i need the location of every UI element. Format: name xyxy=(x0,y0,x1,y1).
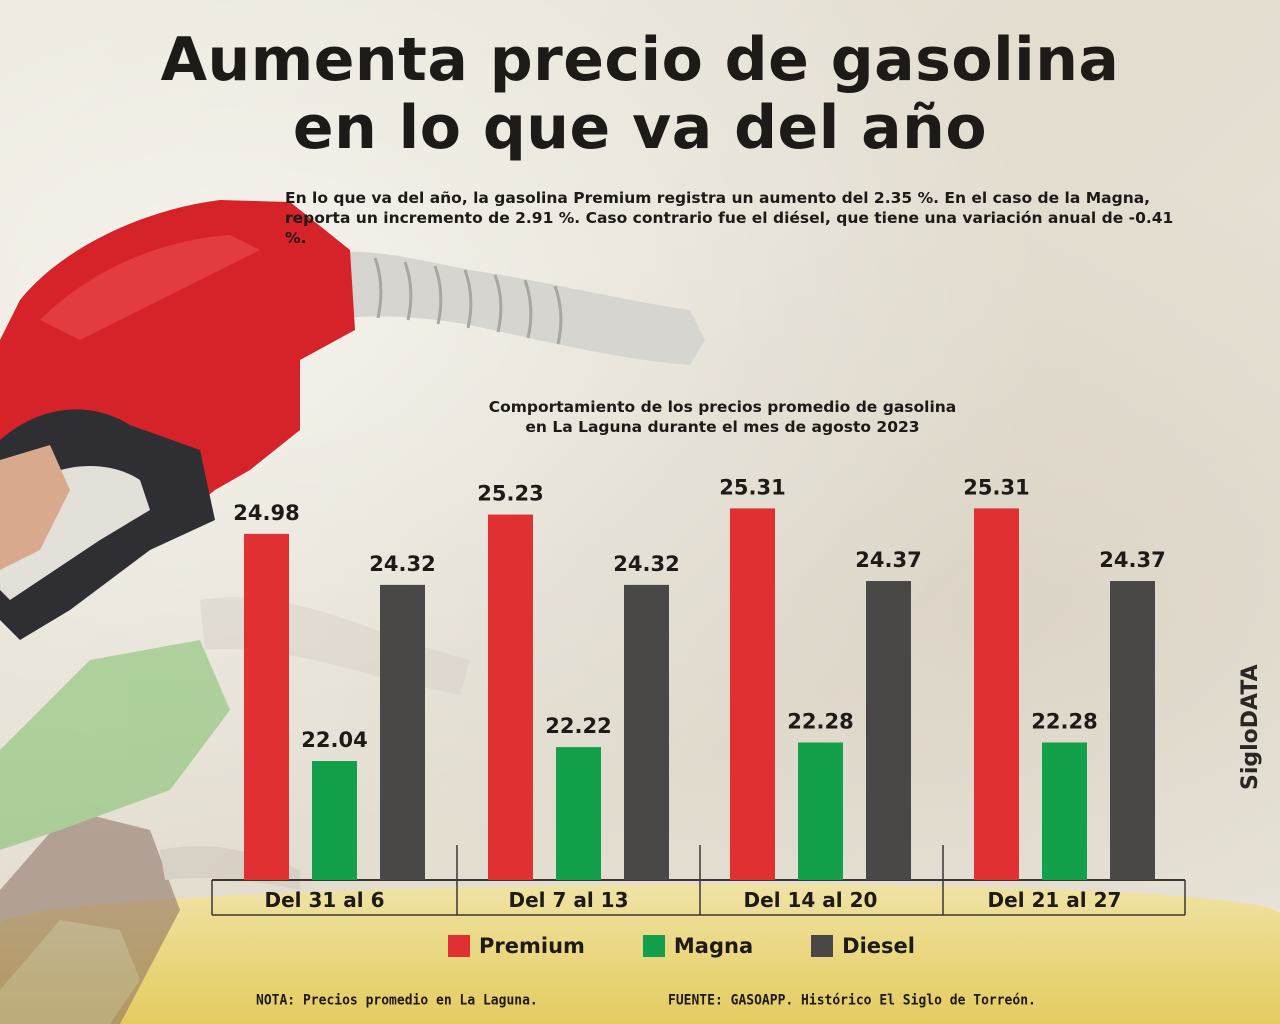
data-label-diesel-3: 24.37 xyxy=(1099,548,1165,572)
legend-label-magna: Magna xyxy=(673,934,754,958)
bar-premium-1 xyxy=(488,514,533,880)
data-label-diesel-0: 24.32 xyxy=(369,552,435,576)
bar-diesel-3 xyxy=(1110,581,1155,880)
footer-source: FUENTE: GASOAPP. Histórico El Siglo de T… xyxy=(668,992,1036,1009)
bar-magna-0 xyxy=(312,761,357,880)
bar-magna-2 xyxy=(798,742,843,880)
legend-item-premium: Premium xyxy=(448,934,585,958)
legend-swatch-diesel xyxy=(811,935,834,957)
fuel-nozzle-illustration xyxy=(0,200,705,1024)
legend-item-magna: Magna xyxy=(642,934,754,958)
data-label-premium-2: 25.31 xyxy=(719,475,785,499)
footer-note: NOTA: Precios promedio en La Laguna. xyxy=(256,992,538,1009)
category-label-3: Del 21 al 27 xyxy=(988,888,1122,912)
data-label-premium-1: 25.23 xyxy=(477,482,543,506)
brand-label: SigloDATA xyxy=(1238,664,1263,790)
bar-magna-3 xyxy=(1042,742,1087,880)
data-label-magna-1: 22.22 xyxy=(545,714,611,738)
chart-title-line-2: en La Laguna durante el mes de agosto 20… xyxy=(525,418,920,436)
data-label-magna-3: 22.28 xyxy=(1031,709,1097,733)
data-label-diesel-2: 24.37 xyxy=(855,548,921,572)
bar-diesel-2 xyxy=(866,581,911,880)
chart-title: Comportamiento de los precios promedio d… xyxy=(360,397,1085,437)
data-label-magna-0: 22.04 xyxy=(301,728,367,752)
headline-line-1: Aumenta precio de gasolina xyxy=(160,25,1120,95)
bar-premium-2 xyxy=(730,508,775,880)
bar-diesel-0 xyxy=(380,584,425,880)
legend-swatch-magna xyxy=(642,935,665,957)
chart-legend: Premium Magna Diesel xyxy=(448,934,915,958)
legend-item-diesel: Diesel xyxy=(811,934,915,958)
subtitle: En lo que va del año, la gasolina Premiu… xyxy=(285,189,1174,247)
category-label-1: Del 7 al 13 xyxy=(508,888,628,912)
sand-background xyxy=(0,884,1280,1024)
data-label-diesel-1: 24.32 xyxy=(613,552,679,576)
category-label-2: Del 14 al 20 xyxy=(744,888,878,912)
bar-premium-0 xyxy=(244,533,289,880)
bar-premium-3 xyxy=(974,508,1019,880)
data-label-premium-0: 24.98 xyxy=(233,501,299,525)
data-label-magna-2: 22.28 xyxy=(787,709,853,733)
headline-line-2: en lo que va del año xyxy=(292,93,988,163)
bar-magna-1 xyxy=(556,747,601,880)
data-label-premium-3: 25.31 xyxy=(963,475,1029,499)
category-label-0: Del 31 al 6 xyxy=(264,888,384,912)
legend-swatch-premium xyxy=(448,935,470,957)
bar-diesel-1 xyxy=(624,584,669,880)
legend-label-premium: Premium xyxy=(479,934,585,958)
headline: Aumenta precio de gasolina en lo que va … xyxy=(0,26,1280,162)
legend-label-diesel: Diesel xyxy=(842,934,915,958)
chart-title-line-1: Comportamiento de los precios promedio d… xyxy=(488,398,957,416)
